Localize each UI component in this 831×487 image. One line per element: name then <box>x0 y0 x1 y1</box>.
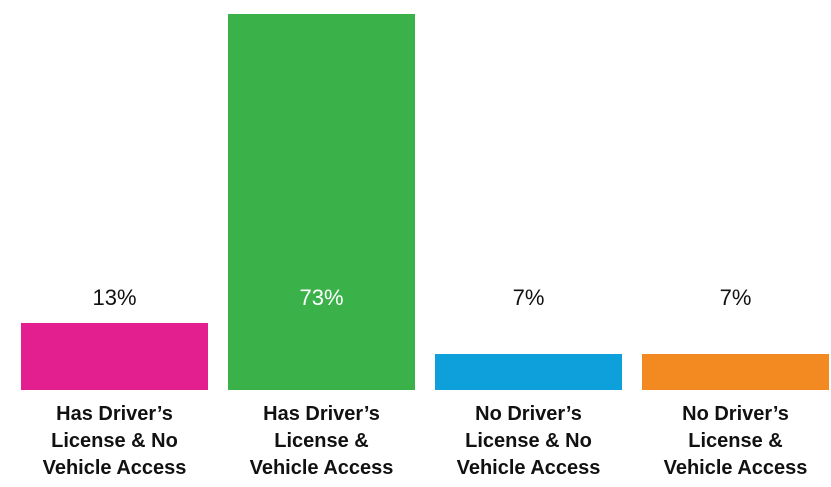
bar <box>21 323 208 390</box>
x-tick-label: No Driver’s License & Vehicle Access <box>663 403 808 479</box>
value-label: 73% <box>299 285 344 310</box>
bar <box>228 14 415 390</box>
x-tick-label: No Driver’s License & No Vehicle Access <box>456 403 601 479</box>
x-tick-label: Has Driver’s License & Vehicle Access <box>249 403 394 479</box>
bar <box>435 353 622 390</box>
value-label: 13% <box>92 285 137 310</box>
value-label: 7% <box>719 285 752 310</box>
x-tick-label: Has Driver’s License & No Vehicle Access <box>42 403 187 479</box>
bar <box>642 353 829 390</box>
value-label: 7% <box>512 285 545 310</box>
